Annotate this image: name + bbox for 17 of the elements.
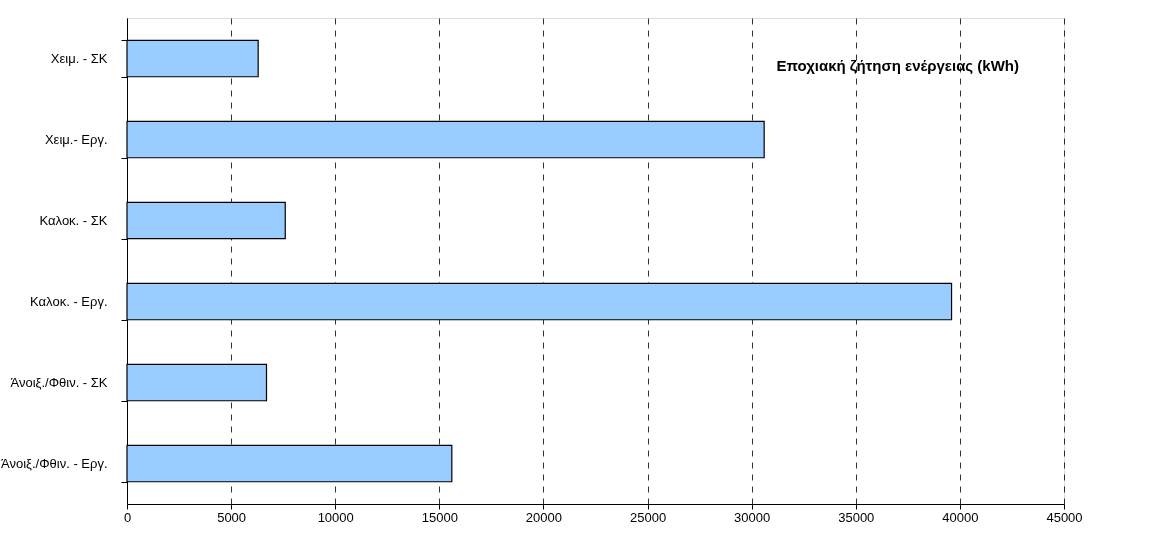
x-tick-label: 5000: [217, 509, 247, 525]
y-tick-label: Χειμ. - ΣΚ: [50, 51, 108, 66]
x-tick-label: 30000: [734, 509, 771, 525]
y-tick-label: Καλοκ. - ΣΚ: [39, 213, 108, 228]
x-tick-label: 45000: [1046, 509, 1083, 525]
x-tick-label: 25000: [629, 509, 667, 525]
text: Εποχιακή ζήτηση ενέργειας (kWh): [776, 57, 1019, 74]
x-tick-label: 40000: [942, 509, 979, 525]
y-tick-label: Άνοιξ./Φθιν. - Εργ.: [1, 456, 108, 471]
x-tick-label: 35000: [838, 509, 875, 525]
x-tick-label: 10000: [317, 509, 354, 525]
x-tick-label: 20000: [525, 509, 563, 525]
y-tick-label: Χειμ.- Εργ.: [44, 132, 108, 147]
x-tick-label: 0: [123, 509, 132, 525]
x-tick-label: 15000: [421, 509, 458, 525]
y-tick-label: Άνοιξ./Φθιν. - ΣΚ: [10, 375, 108, 390]
y-tick-label: Καλοκ. - Εργ.: [30, 294, 108, 309]
